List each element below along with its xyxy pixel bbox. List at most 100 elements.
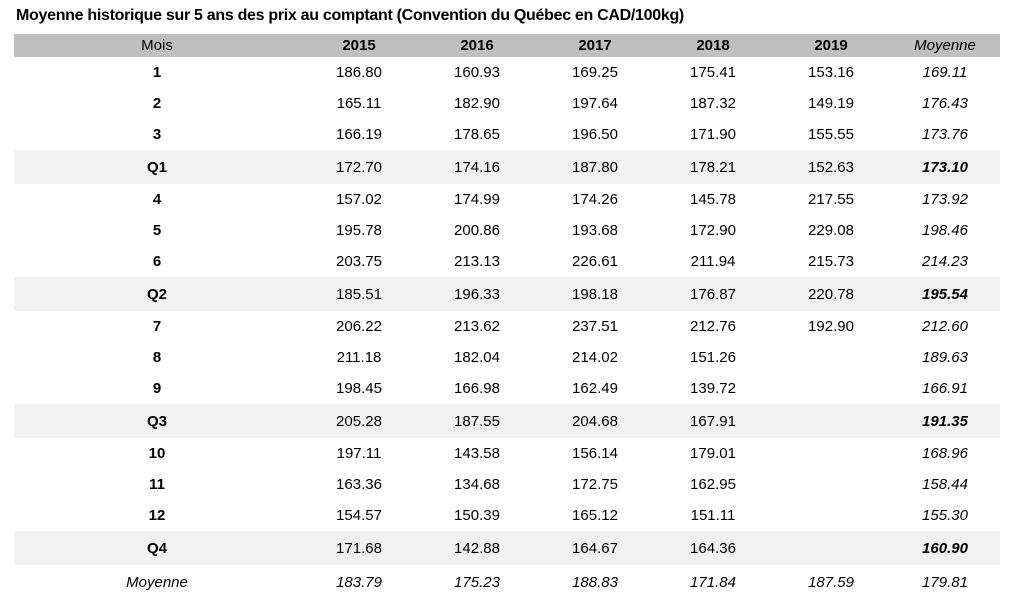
value-cell: 173.92 — [922, 191, 968, 208]
value-cell: 151.11 — [690, 507, 736, 524]
row-label: 6 — [152, 253, 162, 270]
value-cell: 166.91 — [922, 380, 968, 397]
value-cell: 182.90 — [454, 95, 500, 112]
value-cell: 192.90 — [808, 318, 854, 335]
value-cell: 166.98 — [454, 380, 500, 397]
value-cell: 187.59 — [808, 573, 854, 591]
value-cell: 217.55 — [808, 191, 854, 208]
value-cell: 157.02 — [336, 191, 382, 208]
row-label: 4 — [152, 191, 162, 208]
value-cell: 151.26 — [690, 349, 736, 366]
value-cell: 160.93 — [454, 64, 500, 81]
quarter-summary-row: Q4 171.68 142.88 164.67 164.36 160.90 — [14, 531, 1000, 565]
value-cell: 163.36 — [336, 476, 382, 493]
quarter-summary-row: Q2 185.51 196.33 198.18 176.87 220.78 195.54 — [14, 277, 1000, 311]
value-cell — [772, 342, 890, 373]
value-cell: 156.14 — [572, 445, 618, 462]
quarter-summary-row: Q3 205.28 187.55 204.68 167.91 191.35 — [14, 404, 1000, 438]
value-cell: 167.91 — [690, 412, 736, 430]
value-cell: 187.80 — [572, 158, 618, 176]
value-cell: 175.23 — [454, 573, 500, 591]
row-label: 12 — [148, 507, 166, 524]
table-row: 12 154.57 150.39 165.12 151.11 155.30 — [14, 500, 1000, 531]
value-cell: 212.60 — [922, 318, 968, 335]
value-cell: 212.76 — [690, 318, 736, 335]
value-cell: 173.10 — [922, 158, 968, 176]
value-cell: 173.76 — [922, 126, 968, 143]
row-label: 11 — [149, 476, 165, 493]
value-cell: 195.54 — [922, 285, 968, 303]
value-cell: 220.78 — [808, 285, 854, 303]
value-cell: 171.90 — [690, 126, 736, 143]
average-row: Moyenne 183.79 175.23 188.83 171.84 187.59 179… — [14, 565, 1000, 599]
value-cell: 187.32 — [690, 95, 736, 112]
value-cell: 178.65 — [454, 126, 500, 143]
value-cell: 145.78 — [690, 191, 736, 208]
value-cell — [772, 531, 890, 565]
value-cell: 139.72 — [690, 380, 736, 397]
value-cell: 198.46 — [922, 222, 968, 239]
table-row: 7 206.22 213.62 237.51 212.76 192.90 212.60 — [14, 311, 1000, 342]
row-label: 5 — [152, 222, 162, 239]
value-cell: 166.19 — [336, 126, 382, 143]
value-cell: 176.87 — [690, 285, 736, 303]
value-cell: 211.18 — [336, 349, 382, 366]
row-label: Q2 — [146, 285, 167, 303]
value-cell: 172.75 — [572, 476, 618, 493]
value-cell: 198.45 — [336, 380, 382, 397]
value-cell: 176.43 — [922, 95, 968, 112]
value-cell: 237.51 — [572, 318, 618, 335]
value-cell: 158.44 — [922, 476, 968, 493]
value-cell: 189.63 — [922, 349, 968, 366]
value-cell: 179.01 — [690, 445, 736, 462]
value-cell: 188.83 — [572, 573, 618, 591]
value-cell: 197.64 — [572, 95, 618, 112]
value-cell: 183.79 — [336, 573, 382, 591]
value-cell: 171.68 — [336, 539, 382, 557]
value-cell — [772, 500, 890, 531]
value-cell: 172.70 — [336, 158, 382, 176]
row-label: 10 — [148, 445, 166, 462]
table-row: 8 211.18 182.04 214.02 151.26 189.63 — [14, 342, 1000, 373]
value-cell — [772, 404, 890, 438]
quarter-summary-row: Q1 172.70 174.16 187.80 178.21 152.63 173.10 — [14, 150, 1000, 184]
table-body: 1 186.80 160.93 169.25 175.41 153.16 169.11 2 16… — [14, 57, 1000, 599]
value-cell: 211.94 — [690, 253, 736, 270]
value-cell: 168.96 — [922, 445, 968, 462]
value-cell: 195.78 — [336, 222, 382, 239]
value-cell: 169.25 — [572, 64, 618, 81]
value-cell: 164.67 — [572, 539, 618, 557]
value-cell: 187.55 — [454, 412, 500, 430]
table-row: 11 163.36 134.68 172.75 162.95 158.44 — [14, 469, 1000, 500]
value-cell: 134.68 — [454, 476, 500, 493]
column-header-2018: 2018 — [696, 37, 730, 54]
value-cell: 152.63 — [808, 158, 854, 176]
value-cell: 178.21 — [690, 158, 736, 176]
table-row: 4 157.02 174.99 174.26 145.78 217.55 173.92 — [14, 184, 1000, 215]
value-cell: 229.08 — [808, 222, 854, 239]
value-cell: 213.13 — [454, 253, 500, 270]
row-label: 8 — [152, 349, 162, 366]
page-title: Moyenne historique sur 5 ans des prix au… — [16, 7, 684, 24]
value-cell: 191.35 — [922, 412, 968, 430]
row-label: 3 — [152, 126, 162, 143]
header-row: Mois 2015 2016 2017 2018 2019 Moyenne — [14, 34, 1000, 57]
value-cell: 206.22 — [336, 318, 382, 335]
table-row: 3 166.19 178.65 196.50 171.90 155.55 173.76 — [14, 119, 1000, 150]
value-cell: 215.73 — [808, 253, 854, 270]
value-cell: 198.18 — [572, 285, 618, 303]
value-cell: 155.30 — [922, 507, 968, 524]
value-cell: 153.16 — [808, 64, 854, 81]
column-header-moyenne: Moyenne — [914, 37, 976, 54]
table-row: 6 203.75 213.13 226.61 211.94 215.73 214.23 — [14, 246, 1000, 277]
value-cell: 200.86 — [454, 222, 500, 239]
value-cell: 174.26 — [572, 191, 618, 208]
table-row: 1 186.80 160.93 169.25 175.41 153.16 169.11 — [14, 57, 1000, 88]
value-cell: 165.11 — [336, 95, 382, 112]
table-row: 10 197.11 143.58 156.14 179.01 168.96 — [14, 438, 1000, 469]
value-cell: 203.75 — [336, 253, 382, 270]
value-cell: 197.11 — [336, 445, 382, 462]
value-cell — [772, 469, 890, 500]
value-cell: 150.39 — [454, 507, 500, 524]
